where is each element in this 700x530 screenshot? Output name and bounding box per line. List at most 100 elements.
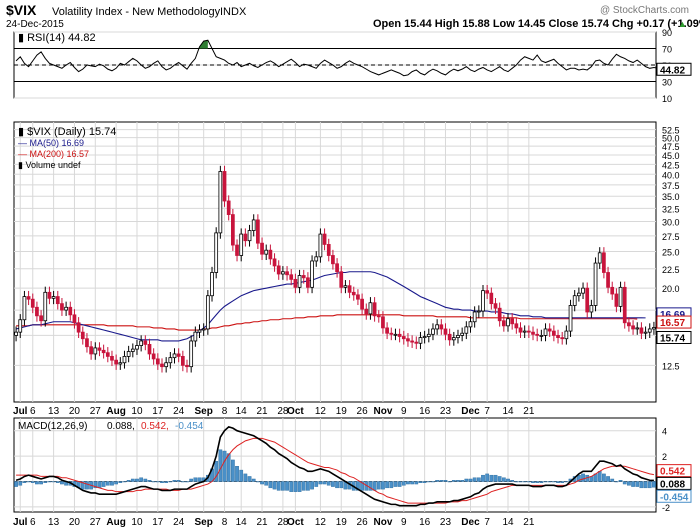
candle-body <box>531 331 535 335</box>
candle-body <box>560 337 565 340</box>
macd-histogram-bar <box>289 481 294 492</box>
x-tick-label-bottom: 23 <box>440 517 452 528</box>
macd-histogram-bar <box>535 481 540 483</box>
macd-value-tag-box <box>656 464 692 478</box>
macd-histogram-bar <box>51 481 56 483</box>
candle <box>72 309 77 329</box>
candle <box>130 343 135 358</box>
candle <box>439 319 444 335</box>
candle <box>535 328 540 342</box>
macd-value-tag: 0.542 <box>656 464 692 478</box>
price-tick-label: 47.5 <box>662 142 680 152</box>
candle-body <box>652 327 656 330</box>
candle <box>627 317 631 332</box>
candle <box>501 315 506 332</box>
candle-body <box>168 357 173 364</box>
macd-histogram-bar <box>468 478 473 482</box>
price-legend-item: ▮ $VIX (Daily) 15.74 <box>18 126 116 138</box>
candle <box>577 287 581 302</box>
candle <box>268 244 273 265</box>
candle-body <box>406 338 410 342</box>
candle <box>143 335 148 351</box>
candle-body <box>85 338 89 348</box>
macd-histogram-bar <box>139 477 144 482</box>
macd-histogram-bar <box>581 473 585 482</box>
candle-body <box>376 315 381 318</box>
macd-histogram-bar <box>556 481 560 483</box>
candle <box>531 326 535 341</box>
candle-body <box>101 349 106 354</box>
x-tick-label-bottom: 19 <box>336 517 348 528</box>
macd-histogram-bar <box>418 481 423 483</box>
candle <box>118 357 123 370</box>
macd-histogram-bar <box>185 481 189 483</box>
macd-histogram-bar <box>522 481 527 483</box>
candle <box>264 244 269 261</box>
candle-body <box>493 303 498 309</box>
candle-body <box>60 303 64 311</box>
macd-histogram-bar <box>55 481 60 483</box>
candle <box>39 310 43 327</box>
candle-body <box>335 263 339 273</box>
candle-body <box>14 331 18 336</box>
x-tick-label: Dec <box>461 406 480 417</box>
macd-histogram-bar <box>14 481 18 487</box>
ma200-line <box>16 314 638 331</box>
macd-tick-label: 2 <box>662 452 667 462</box>
x-tick-label-bottom: 7 <box>484 517 490 528</box>
candle-body <box>43 291 48 322</box>
macd-histogram-bar <box>551 481 556 483</box>
candle-body <box>293 278 298 288</box>
candle <box>135 339 139 355</box>
candle <box>652 321 656 335</box>
macd-histogram-bar <box>130 478 135 482</box>
macd-histogram-bar <box>114 481 119 485</box>
candle-body <box>539 335 544 337</box>
price-legend-item: ▮ Volume undef <box>18 160 81 170</box>
candle <box>97 342 102 357</box>
candle <box>51 290 56 305</box>
candle-body <box>460 332 465 336</box>
candle <box>614 288 619 313</box>
macd-histogram-bar <box>451 480 456 482</box>
macd-histogram-bar <box>297 481 302 492</box>
macd-histogram-bar <box>460 480 465 482</box>
candle <box>360 293 364 316</box>
candle <box>89 341 93 360</box>
candle-body <box>30 298 35 308</box>
candle <box>635 322 640 335</box>
macd-histogram-bar <box>314 481 319 487</box>
candle-body <box>297 275 302 288</box>
candle <box>101 344 106 359</box>
candle <box>526 325 531 339</box>
macd-histogram-bar <box>597 471 602 482</box>
macd-histogram-bar <box>506 478 510 482</box>
candle <box>606 266 610 294</box>
x-tick-label: 6 <box>30 406 36 417</box>
macd-histogram-bar <box>422 481 427 483</box>
candle <box>497 302 502 327</box>
candle-body <box>135 345 139 350</box>
x-tick-label-bottom: 26 <box>357 517 369 528</box>
candle-body <box>139 340 144 346</box>
candle <box>218 165 223 239</box>
candle <box>522 325 527 339</box>
macd-histogram-bar <box>360 481 364 491</box>
macd-histogram-bar <box>110 481 114 486</box>
candle <box>160 358 164 373</box>
macd-histogram-bar <box>172 480 177 482</box>
candle <box>343 280 348 294</box>
candle <box>435 319 439 335</box>
macd-histogram-bar <box>376 481 381 490</box>
price-tick-label: 25.0 <box>662 248 680 258</box>
candle-body <box>577 292 581 297</box>
candle <box>22 290 27 326</box>
macd-histogram-bar <box>514 481 519 483</box>
candle-body <box>47 291 52 299</box>
chart-header: $VIX Volatility Index - New Methodology … <box>6 2 700 30</box>
candle <box>256 214 260 250</box>
price-legend-item: — MA(200) 16.57 <box>18 149 89 159</box>
macd-histogram-bar <box>264 481 269 486</box>
macd-tick-label: -2 <box>662 503 670 513</box>
candle <box>281 266 285 280</box>
